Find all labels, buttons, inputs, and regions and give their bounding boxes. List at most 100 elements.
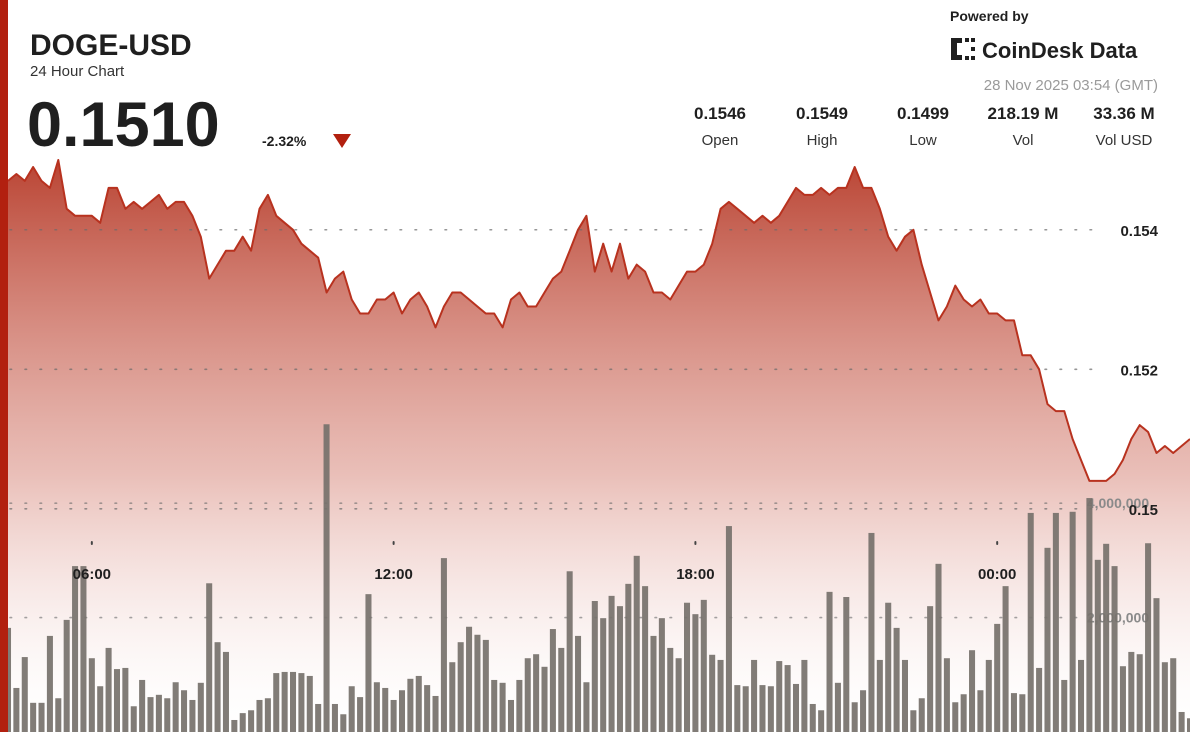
volume-bar xyxy=(642,586,649,732)
volume-bar xyxy=(935,563,942,732)
volume-bar xyxy=(1128,651,1135,732)
volume-bar xyxy=(1036,667,1043,732)
timestamp: 28 Nov 2025 03:54 (GMT) xyxy=(984,77,1158,94)
y-tick-label: 0.154 xyxy=(1120,223,1158,240)
volume-bar xyxy=(21,657,28,732)
volume-bar xyxy=(918,698,925,732)
down-arrow xyxy=(333,134,351,148)
x-tick-label: 18:00 xyxy=(676,566,714,583)
volume-bar xyxy=(658,618,665,732)
stat-value: 0.1549 xyxy=(796,104,848,123)
volume-bar xyxy=(390,699,397,732)
volume-bar xyxy=(834,682,841,732)
volume-bar xyxy=(801,659,808,732)
volume-bar xyxy=(516,679,523,732)
volume-bar xyxy=(952,702,959,732)
volume-bar xyxy=(206,583,213,732)
volume-bar xyxy=(105,647,112,732)
volume-bar xyxy=(323,424,330,732)
volume-bar xyxy=(1052,512,1059,732)
volume-bar xyxy=(1145,543,1152,732)
volume-bar xyxy=(97,686,104,732)
volume-bar xyxy=(994,623,1001,732)
volume-bar xyxy=(818,710,825,732)
volume-bar xyxy=(181,690,188,732)
volume-bar xyxy=(893,627,900,732)
volume-bar xyxy=(868,532,875,732)
volume-bar xyxy=(700,599,707,732)
volume-bar xyxy=(969,650,976,732)
volume-bar xyxy=(315,703,322,732)
volume-bar xyxy=(222,651,229,732)
stat-label: Vol xyxy=(1013,132,1034,149)
volume-bar xyxy=(273,673,280,732)
volume-bar xyxy=(616,606,623,732)
logo-icon xyxy=(951,38,975,60)
volume-bar xyxy=(407,678,414,732)
volume-bar xyxy=(725,526,732,732)
y-tick-label: 0.152 xyxy=(1120,362,1158,379)
volume-bar xyxy=(239,713,246,732)
stat-value: 33.36 M xyxy=(1093,104,1154,123)
stat-value: 0.1546 xyxy=(694,104,746,123)
y2-tick-label: 2,000,000 xyxy=(1087,610,1149,626)
volume-bar xyxy=(851,702,858,732)
volume-bar xyxy=(843,597,850,732)
volume-bar xyxy=(398,690,406,732)
volume-bar xyxy=(684,602,691,732)
volume-bar xyxy=(290,671,297,732)
volume-bar xyxy=(591,601,598,732)
volume-bar xyxy=(826,591,833,732)
volume-bar xyxy=(264,698,271,732)
volume-bar xyxy=(348,686,355,732)
volume-bar xyxy=(63,619,70,732)
volume-bar xyxy=(130,706,137,732)
stat-label: Open xyxy=(702,132,739,149)
volume-bar xyxy=(943,658,950,732)
volume-bar xyxy=(1103,543,1110,732)
volume-bar xyxy=(742,686,749,732)
volume-bar xyxy=(55,698,62,732)
volume-bar xyxy=(1061,679,1068,732)
volume-bar xyxy=(1069,511,1076,732)
y-tick-label: 0.15 xyxy=(1129,502,1158,519)
volume-bar xyxy=(1078,659,1085,732)
volume-bar xyxy=(1044,547,1051,732)
volume-bar xyxy=(792,683,800,732)
accent-bar xyxy=(0,0,8,732)
volume-bar xyxy=(491,679,498,732)
volume-bar xyxy=(507,699,514,732)
volume-bar xyxy=(692,614,699,732)
volume-bar xyxy=(1027,512,1034,732)
volume-bar xyxy=(1019,694,1026,732)
plot-area: 2,000,000 4,000,000 0.154 0.152 0.15 06:00 12:… xyxy=(4,159,1190,732)
volume-bar xyxy=(197,682,204,732)
volume-bar xyxy=(457,642,464,732)
volume-bar xyxy=(72,566,79,732)
volume-bar xyxy=(1010,693,1017,732)
volume-bar xyxy=(566,571,573,732)
volume-bar xyxy=(809,703,816,732)
volume-bar xyxy=(474,634,481,732)
powered-by: Powered by xyxy=(950,8,1029,24)
volume-bar xyxy=(30,702,37,732)
volume-bar xyxy=(147,697,154,732)
volume-bar xyxy=(927,606,934,732)
volume-bar xyxy=(139,679,146,732)
volume-bar xyxy=(977,690,984,732)
volume-bar xyxy=(499,682,506,732)
volume-bar xyxy=(650,635,657,732)
volume-bar xyxy=(600,618,607,732)
stat-value: 0.1499 xyxy=(897,104,949,123)
volume-bar xyxy=(541,666,548,732)
stat-label: Vol USD xyxy=(1096,132,1153,149)
volume-bar xyxy=(424,685,431,732)
volume-bar xyxy=(122,667,129,732)
volume-bar xyxy=(1170,658,1177,732)
y2-tick-label: 4,000,000 xyxy=(1087,495,1149,511)
volume-bar xyxy=(415,675,422,732)
volume-bar xyxy=(558,647,565,732)
stat-value: 218.19 M xyxy=(988,104,1059,123)
